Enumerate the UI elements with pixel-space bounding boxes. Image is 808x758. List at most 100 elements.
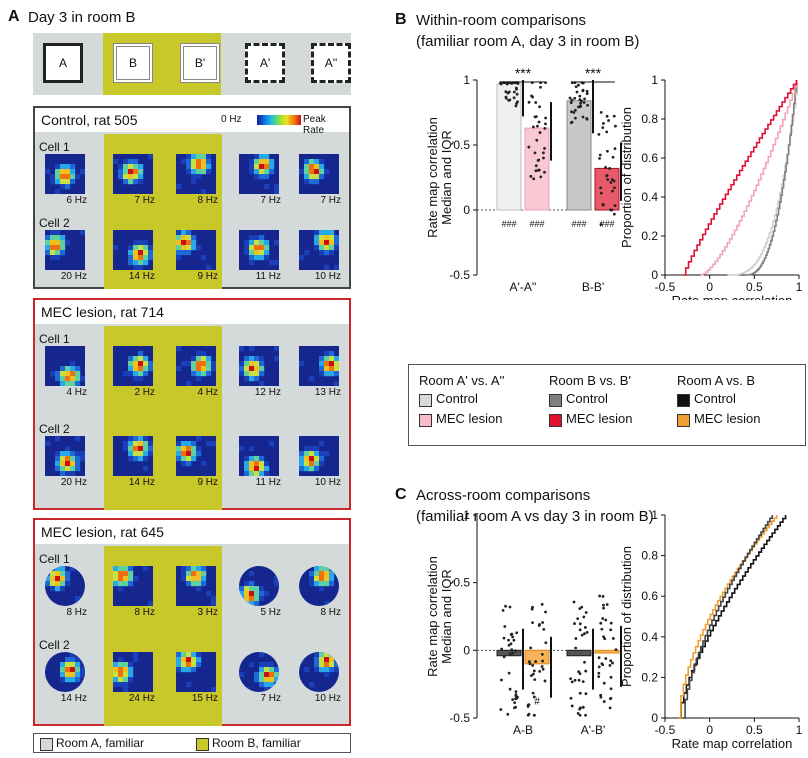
data-point (538, 131, 542, 134)
data-point (584, 713, 587, 717)
data-point (537, 120, 541, 124)
data-point (580, 605, 584, 609)
data-point (535, 138, 539, 142)
y-tick-label: -0.5 (449, 711, 470, 725)
data-point (581, 680, 585, 684)
data-point (573, 622, 576, 625)
data-point (574, 85, 578, 89)
x-tick-label: 0.5 (746, 280, 763, 294)
data-point (579, 104, 582, 108)
data-point (534, 164, 538, 168)
rate-map (176, 346, 216, 386)
data-point (606, 178, 610, 181)
peak-rate-label: 11 Hz (255, 271, 281, 282)
panel-c-subtitle: (familiar room A vs day 3 in room B) (416, 508, 654, 525)
legend-column-title: Room A vs. B (677, 373, 756, 388)
peak-rate-label: 15 Hz (191, 693, 218, 704)
y-tick-label: 0.8 (641, 112, 658, 126)
room-icon: B (113, 43, 153, 83)
data-point (528, 662, 532, 666)
data-point (609, 621, 613, 625)
room-label: B (128, 56, 137, 70)
data-point (510, 648, 514, 652)
peak-rate-label: 11 Hz (255, 477, 281, 488)
data-point (534, 115, 538, 119)
y-tick-label: 1 (651, 508, 658, 522)
peak-rate-label: 4 Hz (197, 387, 218, 398)
rate-map (299, 230, 339, 270)
panel-c-letter: C (395, 486, 407, 503)
data-point (604, 618, 608, 622)
data-point (614, 124, 617, 128)
data-point (605, 603, 609, 606)
data-point (577, 670, 581, 673)
data-point (601, 126, 605, 130)
rate-map (113, 566, 153, 606)
rate-map (239, 154, 279, 194)
cdf-line (745, 80, 798, 276)
data-point (531, 691, 535, 695)
panel-b-subtitle: (familiar room A, day 3 in room B) (416, 33, 640, 50)
colorbar-high-label: Peak Rate (303, 114, 326, 136)
data-point (575, 90, 579, 94)
group-box-lesion-714: MEC lesion, rat 714 Cell 1 4 Hz 2 Hz 4 Hz 12… (33, 298, 351, 510)
data-point (608, 664, 612, 667)
data-point (532, 669, 536, 673)
group-box-lesion-645: MEC lesion, rat 645 Cell 1 8 Hz 8 Hz 3 Hz 5 … (33, 518, 351, 726)
peak-rate-label: 5 Hz (260, 607, 281, 618)
data-point (599, 111, 603, 114)
x-tick-label: 0 (706, 723, 713, 737)
rate-map (176, 652, 216, 692)
group-box-control-505: Control, rat 505 0 Hz Peak Rate Cell 1 6 … (33, 106, 351, 289)
data-point (597, 671, 601, 675)
x-tick-label: 0.5 (746, 723, 763, 737)
data-point (598, 153, 602, 157)
data-point (538, 669, 542, 673)
data-point (586, 103, 589, 107)
data-point (599, 695, 603, 699)
rate-map (45, 154, 85, 194)
peak-rate-label: 20 Hz (60, 271, 87, 282)
data-point (582, 615, 586, 619)
data-point (515, 102, 518, 106)
data-point (507, 90, 511, 94)
data-point (540, 652, 544, 656)
y-tick-label: 0.5 (453, 576, 470, 590)
data-point (583, 626, 587, 629)
data-point (544, 641, 548, 645)
data-point (507, 671, 511, 675)
data-point (576, 712, 580, 715)
room-label: A' (259, 56, 271, 70)
peak-rate-label: 4 Hz (66, 387, 87, 398)
data-point (541, 621, 545, 624)
cell-label: Cell 1 (39, 332, 70, 346)
data-point (503, 625, 507, 628)
panel-b-letter: B (395, 11, 407, 28)
data-point (585, 92, 589, 96)
data-point (597, 675, 601, 679)
data-point (585, 89, 589, 93)
data-point (508, 605, 512, 609)
comparison-legend: Room A' vs. A'' Control MEC lesion Room B v… (408, 364, 806, 446)
significance-hash: ### (501, 219, 516, 229)
peak-rate-label: 14 Hz (128, 271, 155, 282)
x-axis-label: Rate map correlation (672, 736, 793, 751)
data-point (504, 604, 507, 608)
data-point (506, 712, 510, 716)
data-point (600, 662, 604, 666)
data-point (542, 627, 546, 631)
data-point (609, 675, 613, 679)
data-point (543, 126, 547, 130)
y-tick-label: 0.2 (641, 670, 658, 684)
data-point (540, 665, 544, 668)
data-point (541, 151, 545, 155)
data-point (508, 687, 512, 691)
data-point (504, 96, 508, 100)
peak-rate-label: 20 Hz (60, 477, 87, 488)
data-point (569, 121, 573, 125)
cdf-line (727, 80, 799, 276)
data-point (502, 655, 506, 659)
rate-map (113, 436, 153, 476)
data-point (543, 170, 546, 174)
legend-column-title: Room A' vs. A'' (419, 373, 505, 388)
